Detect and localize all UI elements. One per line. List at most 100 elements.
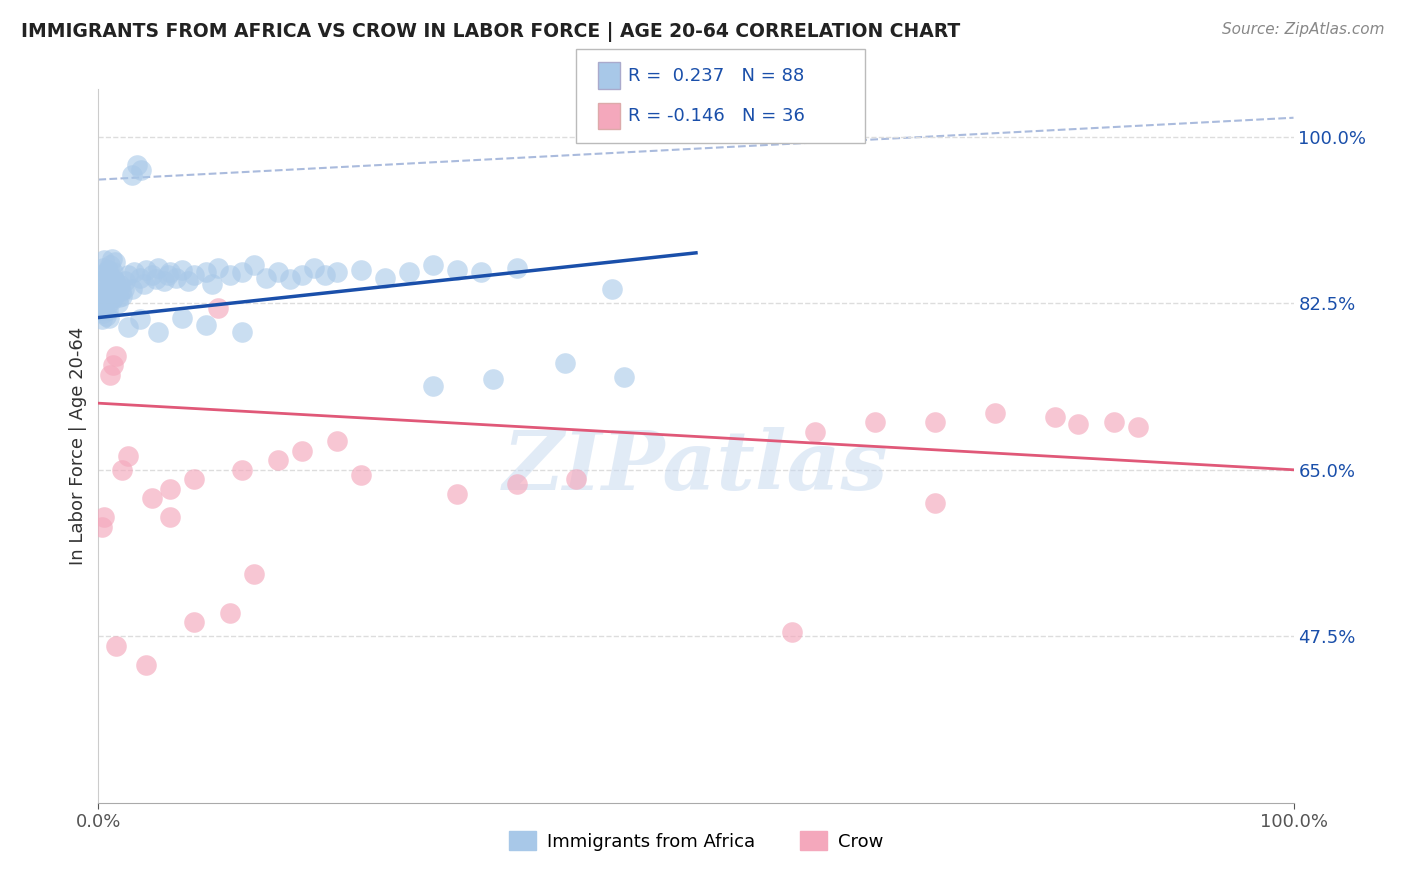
Point bbox=[114, 274, 136, 288]
Point bbox=[98, 268, 121, 282]
Point bbox=[172, 310, 194, 325]
Y-axis label: In Labor Force | Age 20-64: In Labor Force | Age 20-64 bbox=[69, 326, 87, 566]
Point bbox=[93, 286, 115, 301]
Point bbox=[135, 263, 157, 277]
Point bbox=[177, 274, 200, 288]
Point bbox=[291, 443, 314, 458]
Point bbox=[96, 270, 118, 285]
Point bbox=[107, 290, 129, 304]
Point bbox=[91, 306, 114, 320]
Point bbox=[1043, 410, 1066, 425]
Point bbox=[91, 268, 114, 282]
Point bbox=[278, 272, 301, 286]
Point bbox=[112, 282, 135, 296]
Point bbox=[153, 274, 176, 288]
Point bbox=[1104, 415, 1126, 429]
Point bbox=[94, 265, 117, 279]
Point bbox=[96, 284, 118, 298]
Point bbox=[326, 434, 349, 449]
Point bbox=[267, 453, 290, 467]
Point bbox=[91, 261, 114, 276]
Point bbox=[125, 158, 148, 172]
Point bbox=[98, 258, 122, 272]
Point bbox=[231, 265, 253, 279]
Point bbox=[98, 368, 122, 382]
Point bbox=[446, 486, 468, 500]
Point bbox=[145, 272, 167, 286]
Point bbox=[90, 302, 112, 317]
Point bbox=[207, 261, 229, 276]
Point bbox=[554, 356, 576, 370]
Point bbox=[165, 270, 187, 285]
Point bbox=[350, 467, 373, 482]
Point bbox=[101, 358, 124, 372]
Point bbox=[103, 290, 125, 304]
Point bbox=[101, 265, 124, 279]
Point bbox=[117, 268, 139, 282]
Point bbox=[101, 282, 124, 296]
Point bbox=[267, 265, 290, 279]
Point bbox=[924, 415, 946, 429]
Point bbox=[865, 415, 887, 429]
Point bbox=[90, 292, 112, 306]
Point bbox=[105, 284, 128, 298]
Point bbox=[374, 270, 396, 285]
Point bbox=[201, 277, 224, 292]
Point bbox=[105, 349, 128, 363]
Point bbox=[91, 520, 114, 534]
Point bbox=[104, 255, 127, 269]
Point bbox=[104, 274, 127, 288]
Point bbox=[93, 301, 115, 315]
Point bbox=[243, 258, 266, 272]
Point bbox=[506, 261, 529, 276]
Point bbox=[148, 325, 170, 339]
Point bbox=[243, 567, 266, 582]
Point bbox=[96, 299, 118, 313]
Point bbox=[326, 265, 349, 279]
Point bbox=[129, 312, 152, 326]
Point bbox=[141, 268, 163, 282]
Point bbox=[159, 482, 181, 496]
Point bbox=[1128, 420, 1150, 434]
Point bbox=[602, 282, 624, 296]
Text: R = -0.146   N = 36: R = -0.146 N = 36 bbox=[628, 107, 806, 125]
Point bbox=[108, 278, 131, 293]
Point bbox=[183, 472, 205, 486]
Point bbox=[183, 615, 205, 629]
Point bbox=[94, 309, 117, 323]
Point bbox=[91, 296, 114, 310]
Point bbox=[350, 263, 373, 277]
Legend: Immigrants from Africa, Crow: Immigrants from Africa, Crow bbox=[502, 824, 890, 858]
Point bbox=[302, 261, 325, 276]
Point bbox=[924, 496, 946, 510]
Point bbox=[315, 268, 337, 282]
Point bbox=[231, 325, 253, 339]
Point bbox=[984, 406, 1007, 420]
Point bbox=[121, 168, 143, 182]
Point bbox=[172, 263, 194, 277]
Point bbox=[91, 312, 114, 326]
Text: ZIPatlas: ZIPatlas bbox=[503, 427, 889, 508]
Point bbox=[207, 301, 229, 315]
Point bbox=[121, 282, 143, 296]
Point bbox=[93, 510, 115, 524]
Text: Source: ZipAtlas.com: Source: ZipAtlas.com bbox=[1222, 22, 1385, 37]
Point bbox=[141, 491, 163, 506]
Point bbox=[100, 293, 122, 308]
Point bbox=[117, 449, 139, 463]
Point bbox=[148, 261, 170, 276]
Point bbox=[100, 252, 122, 266]
Point bbox=[422, 258, 444, 272]
Point bbox=[94, 277, 117, 292]
Point bbox=[804, 425, 827, 439]
Text: IMMIGRANTS FROM AFRICA VS CROW IN LABOR FORCE | AGE 20-64 CORRELATION CHART: IMMIGRANTS FROM AFRICA VS CROW IN LABOR … bbox=[21, 22, 960, 42]
Point bbox=[132, 277, 155, 292]
Point bbox=[780, 624, 803, 639]
Point bbox=[124, 265, 146, 279]
Point bbox=[107, 296, 129, 310]
Point bbox=[231, 463, 253, 477]
Point bbox=[105, 639, 128, 653]
Point bbox=[156, 268, 179, 282]
Point bbox=[93, 253, 115, 268]
Point bbox=[446, 263, 468, 277]
